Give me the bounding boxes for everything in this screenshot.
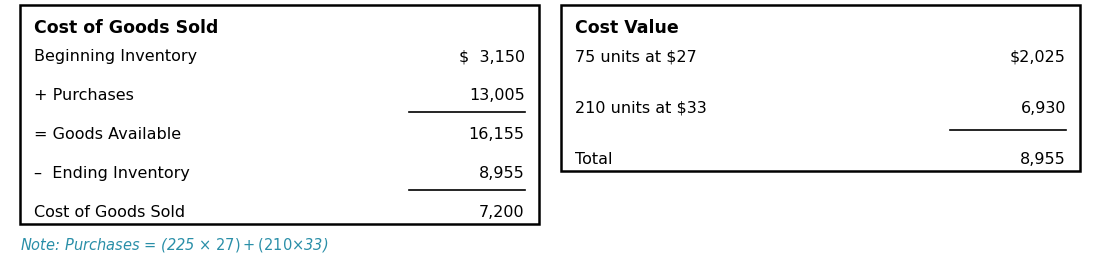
- Text: Cost of Goods Sold: Cost of Goods Sold: [34, 19, 219, 37]
- Text: Cost of Goods Sold: Cost of Goods Sold: [34, 205, 185, 220]
- Text: Note: Purchases = (225 × $27) + (210 × $33): Note: Purchases = (225 × $27) + (210 × $…: [20, 236, 328, 254]
- Text: 210 units at $33: 210 units at $33: [575, 101, 707, 116]
- Text: 13,005: 13,005: [469, 88, 525, 103]
- Text: 8,955: 8,955: [1020, 152, 1066, 167]
- FancyBboxPatch shape: [20, 5, 539, 224]
- Text: Total: Total: [575, 152, 613, 167]
- Text: Beginning Inventory: Beginning Inventory: [34, 49, 197, 64]
- Text: Cost Value: Cost Value: [575, 19, 679, 37]
- Text: = Goods Available: = Goods Available: [34, 127, 182, 142]
- Text: 7,200: 7,200: [480, 205, 525, 220]
- Text: $  3,150: $ 3,150: [459, 49, 525, 64]
- Text: 6,930: 6,930: [1021, 101, 1066, 116]
- Text: 8,955: 8,955: [478, 166, 525, 181]
- Text: 16,155: 16,155: [469, 127, 525, 142]
- FancyBboxPatch shape: [561, 5, 1080, 171]
- Text: 75 units at $27: 75 units at $27: [575, 49, 697, 64]
- Text: + Purchases: + Purchases: [34, 88, 134, 103]
- Text: $2,025: $2,025: [1010, 49, 1066, 64]
- Text: –  Ending Inventory: – Ending Inventory: [34, 166, 190, 181]
